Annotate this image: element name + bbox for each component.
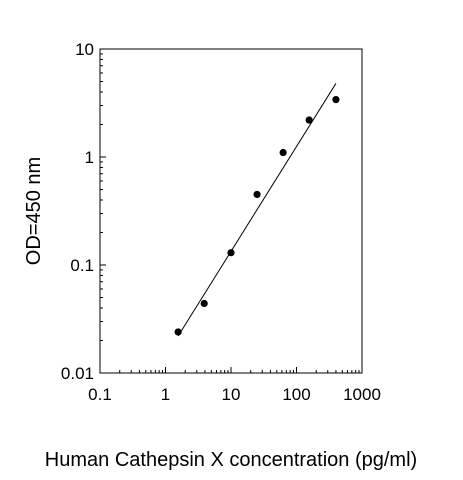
- y-tick-label: 0.01: [61, 364, 94, 383]
- x-tick-label: 10: [222, 385, 241, 404]
- y-axis: 0.01 0.1 1 10: [61, 40, 106, 383]
- x-tick-label: 1: [161, 385, 170, 404]
- x-axis: 0.1 1 10 100 1000: [88, 367, 381, 404]
- x-axis-title: Human Cathepsin X concentration (pg/ml): [45, 449, 417, 471]
- plot-frame: [99, 48, 363, 374]
- x-tick-label: 100: [282, 385, 310, 404]
- data-point: [227, 249, 235, 257]
- data-point: [200, 299, 208, 308]
- data-point: [174, 328, 182, 336]
- y-tick-label: 10: [75, 40, 94, 59]
- y-axis-title: OD=450 nm: [23, 157, 45, 265]
- data-point: [279, 148, 287, 157]
- x-tick-label: 0.1: [88, 385, 112, 404]
- data-point: [305, 116, 313, 124]
- x-tick-label: 1000: [343, 385, 381, 404]
- fit-line: [177, 83, 337, 337]
- data-points: [174, 96, 340, 336]
- y-tick-label: 0.1: [70, 256, 94, 275]
- y-tick-label: 1: [85, 148, 94, 167]
- data-point: [332, 96, 340, 104]
- data-point: [253, 190, 261, 199]
